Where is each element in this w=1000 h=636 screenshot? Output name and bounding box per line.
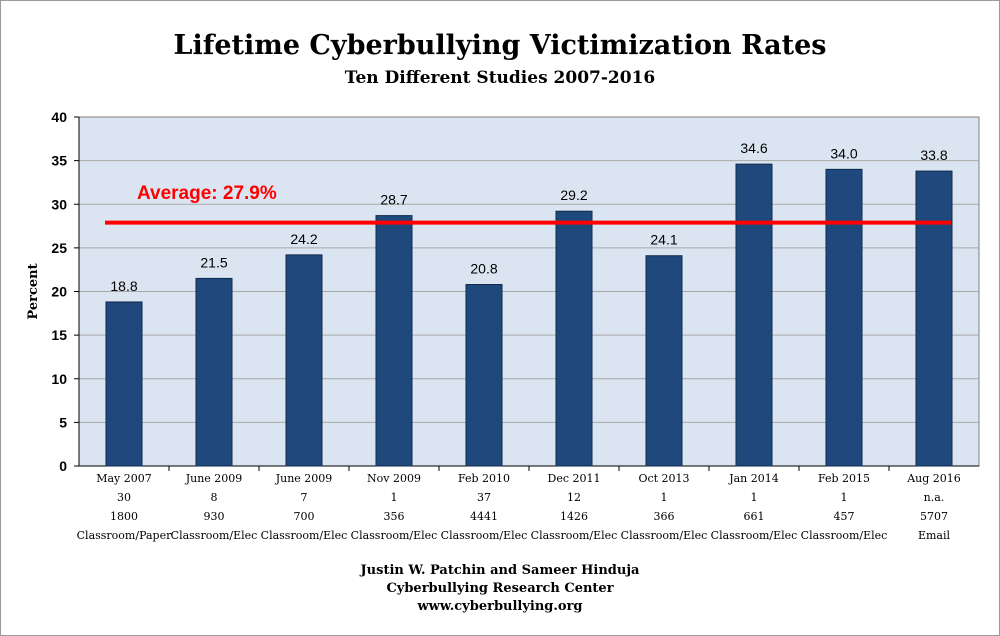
x-row3-label: 1800 xyxy=(110,510,138,523)
bar xyxy=(645,255,683,467)
x-row2-label: 1 xyxy=(841,491,848,504)
x-row3-label: 930 xyxy=(204,510,225,523)
y-tick-label: 10 xyxy=(51,371,67,387)
bar xyxy=(555,210,593,467)
data-label: 29.2 xyxy=(560,187,587,203)
bar xyxy=(465,284,503,467)
credit-authors: Justin W. Patchin and Sameer Hinduja xyxy=(360,563,640,578)
x-row4-label: Classroom/Elec xyxy=(441,529,528,542)
bar xyxy=(915,170,953,467)
x-row2-label: 37 xyxy=(477,491,491,504)
x-tick-label: June 2009 xyxy=(185,472,243,485)
x-tick-label: Aug 2016 xyxy=(906,472,961,485)
x-tick-label: Jan 2014 xyxy=(728,472,779,485)
x-row4-label: Classroom/Elec xyxy=(621,529,708,542)
bar xyxy=(285,254,323,467)
y-tick-label: 25 xyxy=(51,240,67,256)
x-row2-label: 30 xyxy=(117,491,131,504)
y-tick-label: 40 xyxy=(51,109,67,125)
x-row3-label: 5707 xyxy=(920,510,948,523)
y-tick-label: 20 xyxy=(51,284,67,300)
x-row3-label: 356 xyxy=(384,510,405,523)
x-tick-label: Feb 2015 xyxy=(818,472,870,485)
data-label: 33.8 xyxy=(920,147,947,163)
x-row2-label: 12 xyxy=(567,491,581,504)
credit-organization: Cyberbullying Research Center xyxy=(386,581,614,596)
data-label: 34.6 xyxy=(740,140,767,156)
y-tick-label: 0 xyxy=(59,458,67,474)
bar xyxy=(105,301,143,467)
x-row3-label: 1426 xyxy=(560,510,588,523)
x-row3-label: 661 xyxy=(744,510,765,523)
x-row4-label: Classroom/Elec xyxy=(711,529,798,542)
x-row2-label: 7 xyxy=(301,491,308,504)
bar xyxy=(375,215,413,467)
bar xyxy=(735,163,773,467)
x-row2-label: 1 xyxy=(391,491,398,504)
x-row3-label: 457 xyxy=(834,510,855,523)
x-row4-label: Classroom/Elec xyxy=(531,529,618,542)
data-label: 28.7 xyxy=(380,192,407,208)
x-tick-label: Oct 2013 xyxy=(638,472,689,485)
x-row4-label: Classroom/Elec xyxy=(351,529,438,542)
x-row3-label: 4441 xyxy=(470,510,498,523)
data-label: 24.1 xyxy=(650,232,677,248)
x-row3-label: 700 xyxy=(294,510,315,523)
bar xyxy=(195,277,233,467)
x-row2-label: n.a. xyxy=(924,491,945,504)
x-tick-label: Dec 2011 xyxy=(548,472,601,485)
x-row4-label: Classroom/Elec xyxy=(171,529,258,542)
x-row2-label: 1 xyxy=(751,491,758,504)
y-axis-label: Percent xyxy=(26,263,41,319)
credit-website: www.cyberbullying.org xyxy=(417,599,583,614)
x-tick-label: Nov 2009 xyxy=(367,472,421,485)
y-tick-label: 5 xyxy=(59,414,67,430)
chart-subtitle: Ten Different Studies 2007-2016 xyxy=(344,68,656,88)
bar xyxy=(825,168,863,467)
x-row4-label: Classroom/Paper xyxy=(77,529,172,542)
x-tick-label: Feb 2010 xyxy=(458,472,510,485)
chart-title: Lifetime Cyberbullying Victimization Rat… xyxy=(173,30,827,61)
y-tick-label: 15 xyxy=(51,327,67,343)
data-label: 21.5 xyxy=(200,254,227,270)
x-tick-label: June 2009 xyxy=(275,472,333,485)
x-row4-label: Email xyxy=(918,529,951,542)
data-label: 20.8 xyxy=(470,261,497,277)
y-tick-label: 35 xyxy=(51,153,67,169)
x-tick-label: May 2007 xyxy=(96,472,152,485)
x-row2-label: 1 xyxy=(661,491,668,504)
x-row4-label: Classroom/Elec xyxy=(801,529,888,542)
x-row4-label: Classroom/Elec xyxy=(261,529,348,542)
x-row2-label: 8 xyxy=(211,491,218,504)
y-tick-label: 30 xyxy=(51,196,67,212)
data-label: 24.2 xyxy=(290,231,317,247)
x-row3-label: 366 xyxy=(654,510,675,523)
data-label: 18.8 xyxy=(110,278,137,294)
data-label: 34.0 xyxy=(830,145,857,161)
average-label: Average: 27.9% xyxy=(137,183,277,204)
